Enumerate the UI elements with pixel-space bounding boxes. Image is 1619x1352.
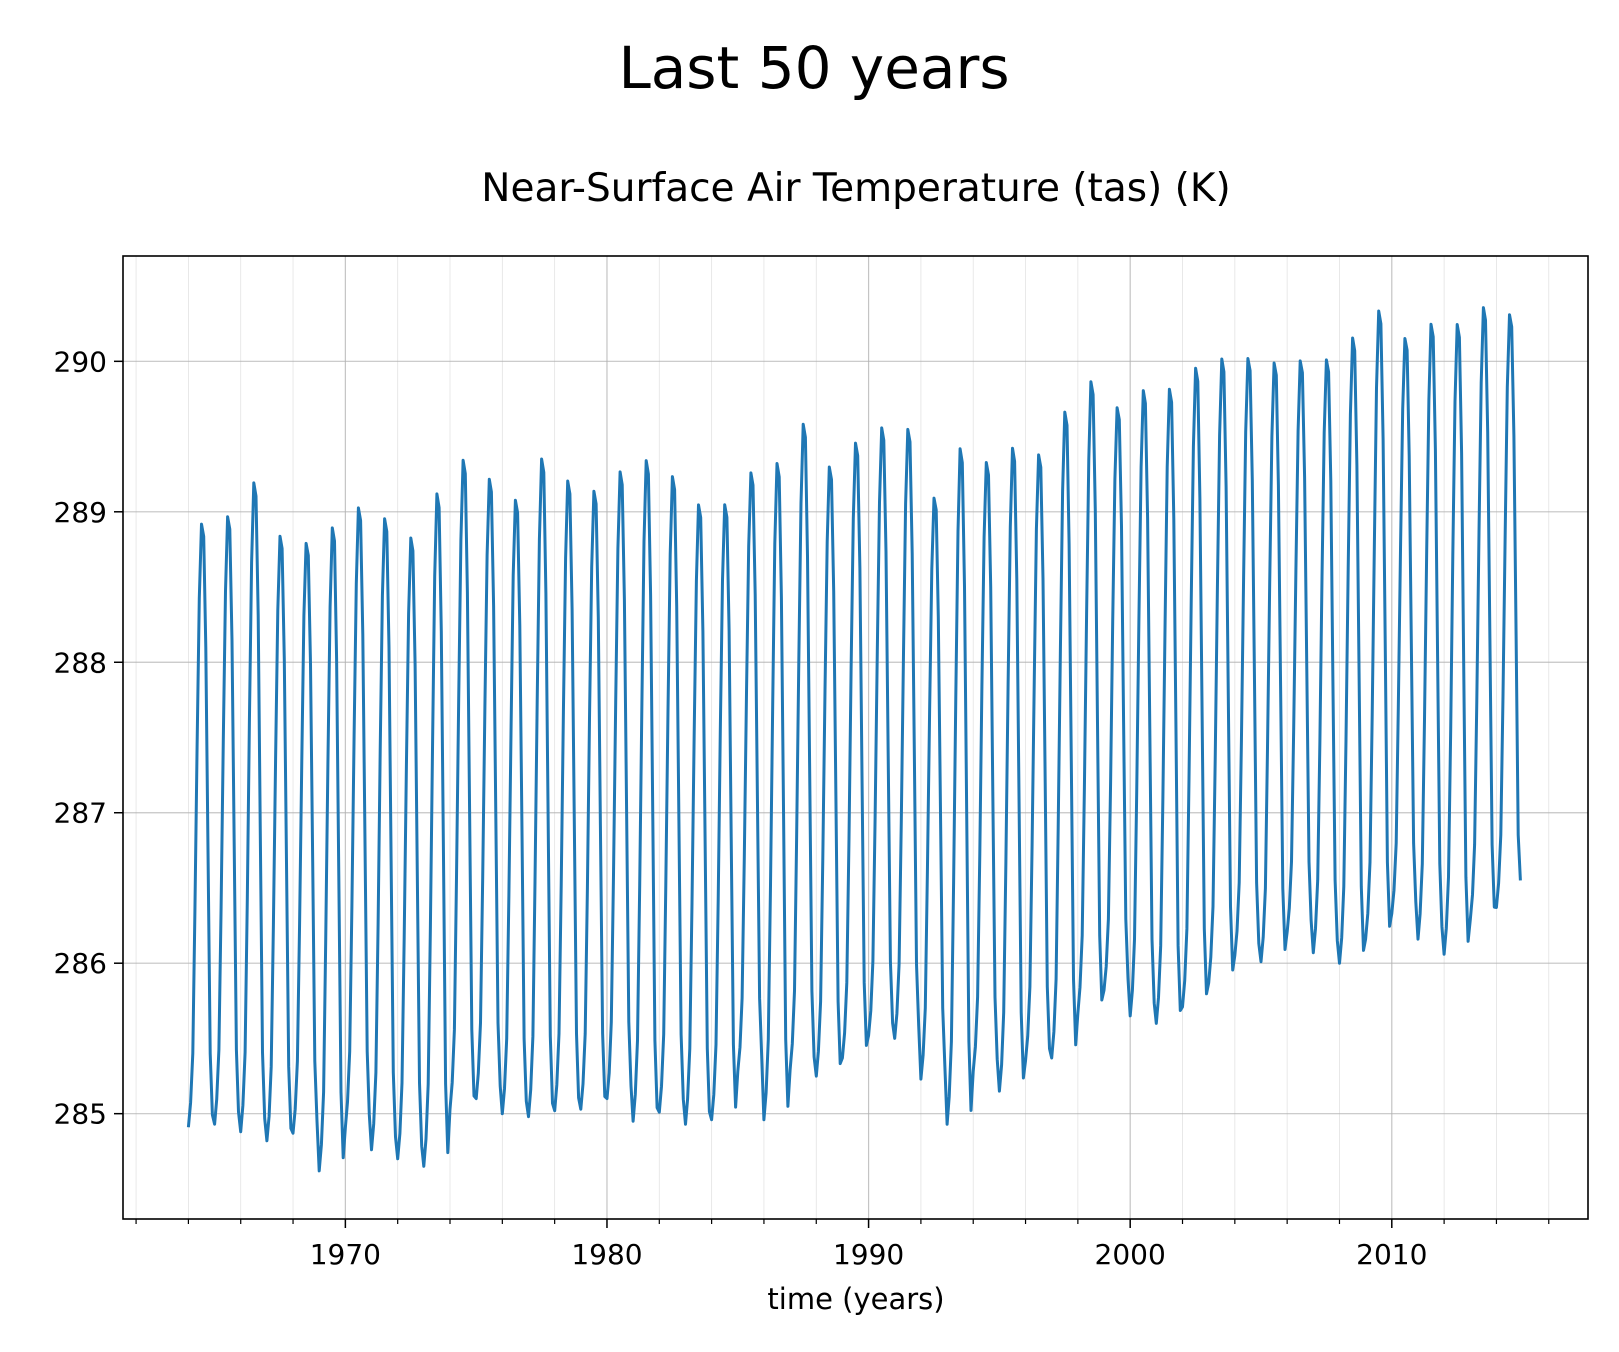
x-tick-label-1980: 1980 [571, 1238, 642, 1271]
x-tick-label-2010: 2010 [1356, 1238, 1427, 1271]
chart-title: Near-Surface Air Temperature (tas) (K) [481, 166, 1230, 211]
y-tick-label-290: 290 [54, 345, 107, 378]
x-axis-ticks: 1970 1980 1990 2000 2010 [135, 1219, 1550, 1271]
x-tick-label-2000: 2000 [1095, 1238, 1166, 1271]
figure-suptitle: Last 50 years [618, 34, 1009, 102]
minor-gridlines [135, 256, 1550, 1219]
x-tick-label-1990: 1990 [833, 1238, 904, 1271]
plot-area-frame [122, 255, 1589, 1220]
x-axis-label: time (years) [767, 1282, 944, 1316]
y-tick-label-287: 287 [54, 797, 107, 830]
y-tick-label-289: 289 [54, 496, 107, 529]
series-layer [186, 306, 1522, 1173]
series-line-tas [186, 306, 1522, 1173]
y-tick-label-285: 285 [54, 1098, 107, 1131]
y-tick-label-286: 286 [54, 947, 107, 980]
x-tick-label-1970: 1970 [310, 1238, 381, 1271]
y-axis-ticks: 285 286 287 288 289 290 [54, 345, 123, 1131]
y-tick-label-288: 288 [54, 646, 107, 679]
